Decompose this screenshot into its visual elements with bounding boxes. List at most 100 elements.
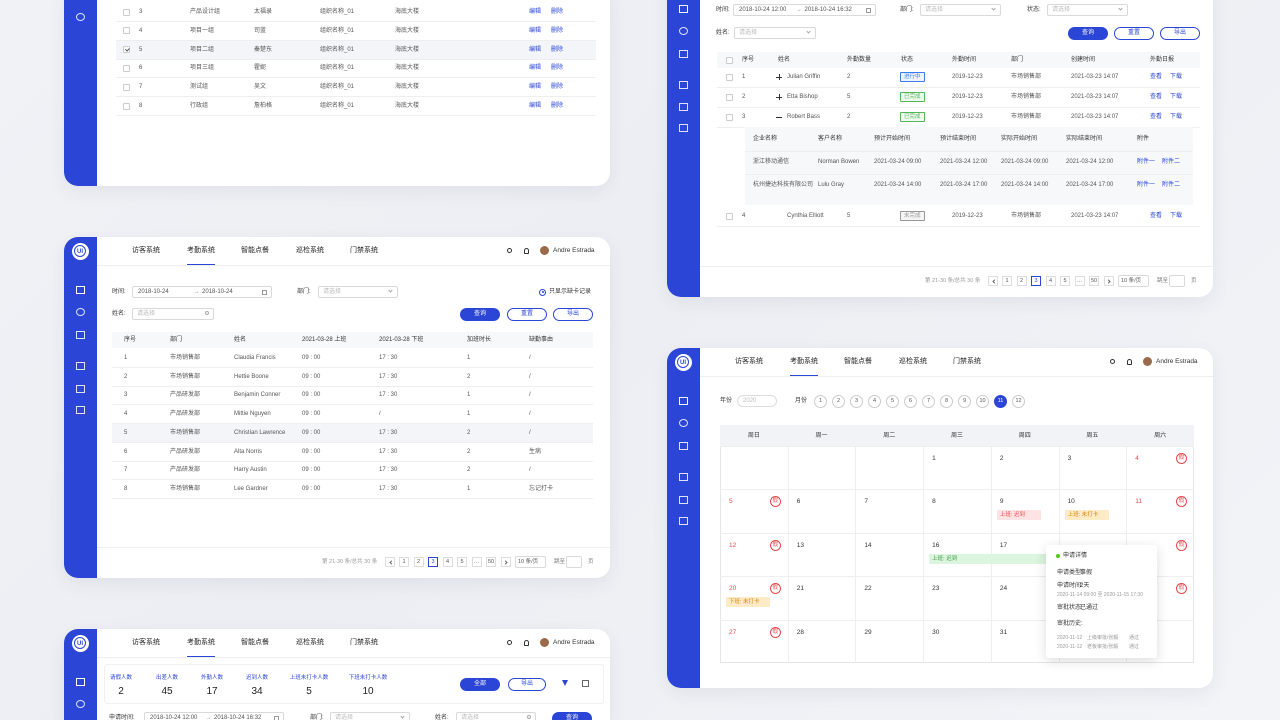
- attachment-link[interactable]: 附件一: [1137, 159, 1156, 165]
- radio[interactable]: [539, 288, 546, 296]
- attendance-tag[interactable]: 上班: 迟到: [996, 510, 1041, 521]
- button[interactable]: 全部: [460, 677, 500, 691]
- sidebar-icon[interactable]: [679, 124, 688, 132]
- page-button[interactable]: 1: [399, 557, 409, 567]
- next-page[interactable]: [1104, 276, 1114, 286]
- action-link[interactable]: 删除: [551, 84, 564, 91]
- button[interactable]: 查询: [460, 307, 500, 321]
- avatar[interactable]: [1143, 357, 1152, 366]
- page-button[interactable]: …: [471, 557, 482, 567]
- avatar[interactable]: [540, 246, 549, 255]
- action-link[interactable]: 编辑: [529, 9, 542, 15]
- name-input[interactable]: [456, 712, 536, 720]
- prev-page[interactable]: [988, 276, 998, 286]
- sidebar-icon[interactable]: [679, 81, 688, 89]
- search-icon[interactable]: [1110, 359, 1115, 364]
- checkbox[interactable]: [123, 83, 130, 91]
- action-link[interactable]: 编辑: [529, 84, 542, 91]
- attendance-tag[interactable]: 上班: 未打卡: [1064, 510, 1109, 521]
- prev-page[interactable]: [385, 557, 395, 567]
- action-link[interactable]: 编辑: [529, 103, 542, 109]
- nav-item[interactable]: 访客系统: [132, 247, 160, 254]
- bell-icon[interactable]: [524, 248, 529, 254]
- nav-item[interactable]: 巡检系统: [899, 358, 927, 365]
- action-link[interactable]: 下载: [1170, 213, 1183, 219]
- expand-toggle[interactable]: [776, 114, 782, 120]
- nav-item[interactable]: 智能点餐: [241, 639, 269, 646]
- page-button[interactable]: …: [1074, 276, 1085, 286]
- action-link[interactable]: 编辑: [529, 27, 542, 34]
- next-page[interactable]: [501, 557, 511, 567]
- page-button[interactable]: 2: [1016, 276, 1027, 286]
- nav-item[interactable]: 考勤系统: [187, 639, 215, 646]
- checkbox[interactable]: [726, 93, 733, 101]
- page-button[interactable]: 1: [1002, 276, 1012, 286]
- action-link[interactable]: 查看: [1150, 114, 1163, 120]
- nav-item[interactable]: 考勤系统: [790, 358, 818, 365]
- expand-toggle[interactable]: [776, 74, 782, 80]
- select[interactable]: [330, 712, 410, 720]
- attachment-link[interactable]: 附件一: [1137, 182, 1156, 188]
- date-range[interactable]: [733, 4, 876, 16]
- expand-toggle[interactable]: [776, 94, 782, 100]
- checkbox[interactable]: [123, 46, 130, 54]
- sidebar-icon[interactable]: [76, 406, 85, 414]
- sidebar-icon[interactable]: [76, 13, 85, 21]
- year-input[interactable]: [737, 395, 777, 407]
- sidebar-icon[interactable]: [76, 700, 85, 708]
- action-link[interactable]: 查看: [1150, 74, 1163, 80]
- checkbox-label[interactable]: 只显示缺卡记录: [549, 289, 592, 295]
- bell-icon[interactable]: [1127, 359, 1132, 365]
- sidebar-icon[interactable]: [679, 27, 688, 35]
- date-range[interactable]: [144, 712, 284, 720]
- action-link[interactable]: 删除: [551, 46, 564, 53]
- nav-item[interactable]: 巡检系统: [296, 247, 324, 254]
- page-button[interactable]: 3: [1031, 276, 1041, 286]
- action-link[interactable]: 查看: [1150, 94, 1163, 100]
- date-range[interactable]: [132, 286, 272, 298]
- bell-icon[interactable]: [524, 640, 529, 646]
- button[interactable]: 重置: [1114, 26, 1154, 40]
- action-link[interactable]: 删除: [551, 9, 564, 15]
- sidebar-icon[interactable]: [76, 385, 85, 393]
- sidebar-icon[interactable]: [76, 286, 85, 294]
- action-link[interactable]: 下载: [1170, 74, 1183, 80]
- sidebar-icon[interactable]: [76, 331, 85, 339]
- checkbox[interactable]: [726, 113, 733, 121]
- nav-item[interactable]: 门禁系统: [350, 639, 378, 646]
- avatar[interactable]: [540, 638, 549, 647]
- month-button[interactable]: 11: [994, 394, 1007, 408]
- filter-icon[interactable]: [562, 680, 568, 686]
- attendance-tag[interactable]: 下班: 未打卡: [726, 597, 770, 608]
- search-icon[interactable]: [507, 640, 512, 645]
- month-button[interactable]: 9: [958, 394, 971, 408]
- month-button[interactable]: 10: [976, 394, 989, 408]
- sidebar-icon[interactable]: [679, 473, 688, 481]
- select[interactable]: [734, 27, 816, 39]
- action-link[interactable]: 下载: [1170, 114, 1183, 120]
- action-link[interactable]: 查看: [1150, 213, 1163, 219]
- button[interactable]: 导出: [508, 677, 546, 691]
- nav-item[interactable]: 巡检系统: [296, 639, 324, 646]
- month-button[interactable]: 6: [904, 394, 917, 408]
- button[interactable]: 查询: [1068, 26, 1108, 40]
- button[interactable]: 导出: [553, 307, 593, 321]
- page-button[interactable]: 5: [457, 557, 467, 567]
- month-button[interactable]: 12: [1012, 394, 1025, 408]
- page-button[interactable]: 4: [442, 557, 453, 567]
- month-button[interactable]: 7: [922, 394, 935, 408]
- action-link[interactable]: 删除: [551, 103, 564, 109]
- page-size[interactable]: [515, 556, 546, 568]
- nav-item[interactable]: 门禁系统: [953, 358, 981, 365]
- select[interactable]: [920, 4, 1001, 16]
- sidebar-icon[interactable]: [679, 5, 688, 13]
- button[interactable]: 导出: [1160, 26, 1200, 40]
- checkbox[interactable]: [726, 73, 733, 81]
- sidebar-icon[interactable]: [679, 103, 688, 111]
- name-input[interactable]: [132, 308, 214, 320]
- checkbox[interactable]: [726, 212, 733, 220]
- attachment-link[interactable]: 附件二: [1162, 182, 1181, 188]
- page-button[interactable]: 50: [486, 557, 496, 567]
- grid-icon[interactable]: [582, 680, 589, 687]
- page-size[interactable]: [1118, 275, 1149, 287]
